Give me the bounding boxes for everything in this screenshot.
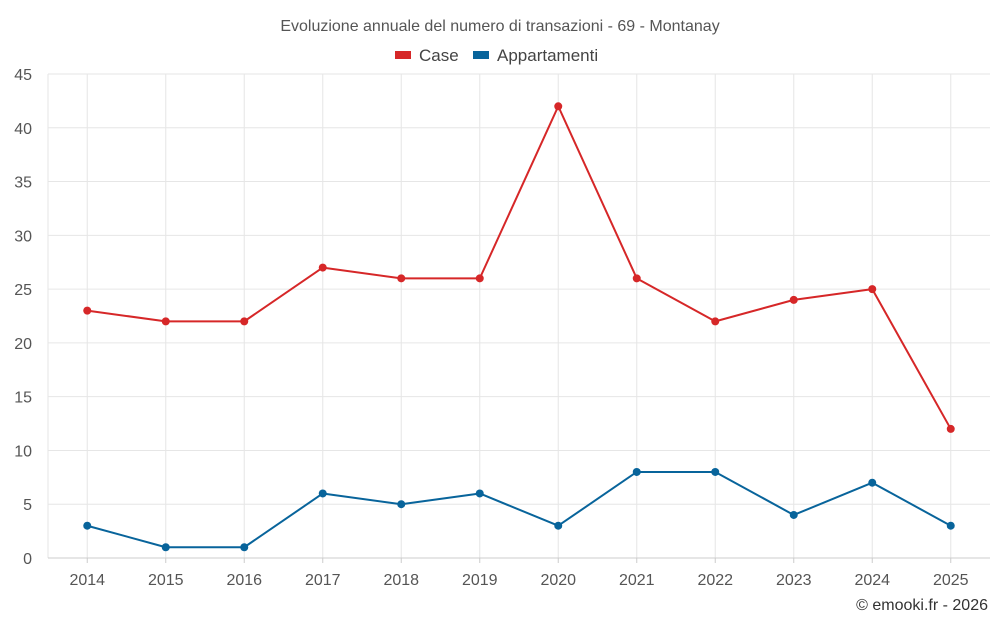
data-point-case bbox=[83, 306, 92, 315]
x-tick-label: 2020 bbox=[540, 572, 576, 589]
grid bbox=[47, 73, 990, 558]
data-point-appartamenti bbox=[946, 521, 955, 530]
y-tick-label: 35 bbox=[14, 175, 32, 192]
x-tick-label: 2016 bbox=[226, 572, 262, 589]
chart-title: Evoluzione annuale del numero di transaz… bbox=[280, 18, 719, 35]
data-point-appartamenti bbox=[475, 489, 484, 498]
x-tick-label: 2023 bbox=[776, 572, 812, 589]
y-tick-label: 15 bbox=[14, 390, 32, 407]
data-point-case bbox=[789, 295, 798, 304]
legend-swatch-appartamenti bbox=[473, 51, 489, 59]
legend-label-case: Case bbox=[419, 46, 459, 65]
data-point-appartamenti bbox=[83, 521, 92, 530]
legend-swatch-case bbox=[395, 51, 411, 59]
x-tick-label: 2019 bbox=[462, 572, 498, 589]
data-point-case bbox=[397, 274, 406, 283]
y-tick-label: 0 bbox=[23, 551, 32, 568]
data-point-appartamenti bbox=[632, 467, 641, 476]
data-point-case bbox=[475, 274, 484, 283]
x-tick-label: 2025 bbox=[933, 572, 969, 589]
y-tick-label: 20 bbox=[14, 336, 32, 353]
data-point-case bbox=[318, 263, 327, 272]
data-point-appartamenti bbox=[868, 478, 877, 487]
data-point-case bbox=[711, 317, 720, 326]
series-line-case bbox=[87, 105, 952, 430]
x-tick-label: 2022 bbox=[697, 572, 733, 589]
data-point-appartamenti bbox=[161, 543, 170, 552]
data-point-case bbox=[632, 274, 641, 283]
y-tick-label: 40 bbox=[14, 121, 32, 138]
data-point-appartamenti bbox=[711, 467, 720, 476]
x-tick-label: 2017 bbox=[305, 572, 341, 589]
data-point-appartamenti bbox=[240, 543, 249, 552]
data-point-appartamenti bbox=[397, 500, 406, 509]
data-point-appartamenti bbox=[554, 521, 563, 530]
x-tick-label: 2015 bbox=[148, 572, 184, 589]
x-tick-label: 2018 bbox=[383, 572, 419, 589]
series bbox=[83, 102, 955, 552]
y-tick-label: 10 bbox=[14, 443, 32, 460]
legend: Case Appartamenti bbox=[395, 46, 598, 65]
y-tick-label: 25 bbox=[14, 282, 32, 299]
y-tick-label: 30 bbox=[14, 228, 32, 245]
data-point-case bbox=[161, 317, 170, 326]
data-point-appartamenti bbox=[318, 489, 327, 498]
x-tick-label: 2021 bbox=[619, 572, 655, 589]
x-tick-label: 2014 bbox=[69, 572, 105, 589]
data-point-case bbox=[554, 102, 563, 111]
data-point-case bbox=[946, 424, 955, 433]
series-line-appartamenti bbox=[86, 470, 952, 549]
legend-label-appartamenti: Appartamenti bbox=[497, 46, 598, 65]
y-tick-label: 5 bbox=[23, 497, 32, 514]
data-point-case bbox=[868, 285, 877, 294]
x-tick-label: 2024 bbox=[854, 572, 890, 589]
credit-text: © emooki.fr - 2026 bbox=[856, 597, 988, 614]
data-point-appartamenti bbox=[789, 510, 798, 519]
data-point-case bbox=[240, 317, 249, 326]
y-tick-label: 45 bbox=[14, 67, 32, 84]
